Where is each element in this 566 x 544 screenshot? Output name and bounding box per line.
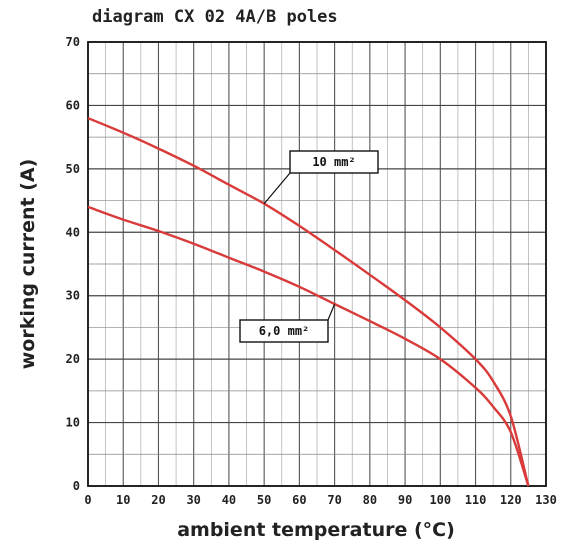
x-tick-label: 30 <box>186 493 200 507</box>
annotation-leader <box>327 303 336 321</box>
x-axis-label: ambient temperature (°C) <box>177 519 455 541</box>
y-tick-label: 0 <box>73 479 80 493</box>
series-line-10mm <box>87 116 530 487</box>
plot-frame <box>87 41 547 487</box>
x-tick-label: 100 <box>429 493 451 507</box>
y-tick-label: 20 <box>66 352 80 366</box>
x-tick-label: 60 <box>292 493 306 507</box>
annotations: 10 mm² 6,0 mm² <box>239 150 379 343</box>
y-tick-label: 10 <box>66 416 80 430</box>
x-tick-label: 90 <box>398 493 412 507</box>
x-tick-label: 130 <box>535 493 557 507</box>
y-tick-label: 40 <box>66 225 80 239</box>
x-tick-label: 20 <box>151 493 165 507</box>
y-tick-label: 30 <box>66 289 80 303</box>
x-tick-label: 0 <box>84 493 91 507</box>
grid <box>87 41 547 487</box>
y-tick-label: 60 <box>66 98 80 112</box>
chart-title: diagram CX 02 4A/B poles <box>92 7 338 27</box>
annotation-label: 6,0 mm² <box>259 324 310 338</box>
tick-labels: 0 10 20 30 40 50 60 70 80 90 100 110 120 130 0 10 20 30 40… <box>66 35 557 507</box>
x-tick-label: 120 <box>500 493 522 507</box>
x-tick-label: 50 <box>257 493 271 507</box>
annotation-box <box>289 150 379 174</box>
y-tick-label: 50 <box>66 162 80 176</box>
x-tick-label: 110 <box>465 493 487 507</box>
x-tick-label: 40 <box>222 493 236 507</box>
y-axis-label: working current (A) <box>17 159 39 370</box>
x-tick-label: 10 <box>116 493 130 507</box>
annotation-6mm: 6,0 mm² <box>239 303 336 343</box>
annotation-label: 10 mm² <box>312 155 355 169</box>
annotation-10mm: 10 mm² <box>263 150 379 205</box>
annotation-box <box>239 319 329 343</box>
annotation-leader <box>263 172 291 205</box>
y-tick-label: 70 <box>66 35 80 49</box>
x-tick-label: 80 <box>363 493 377 507</box>
x-tick-label: 70 <box>327 493 341 507</box>
